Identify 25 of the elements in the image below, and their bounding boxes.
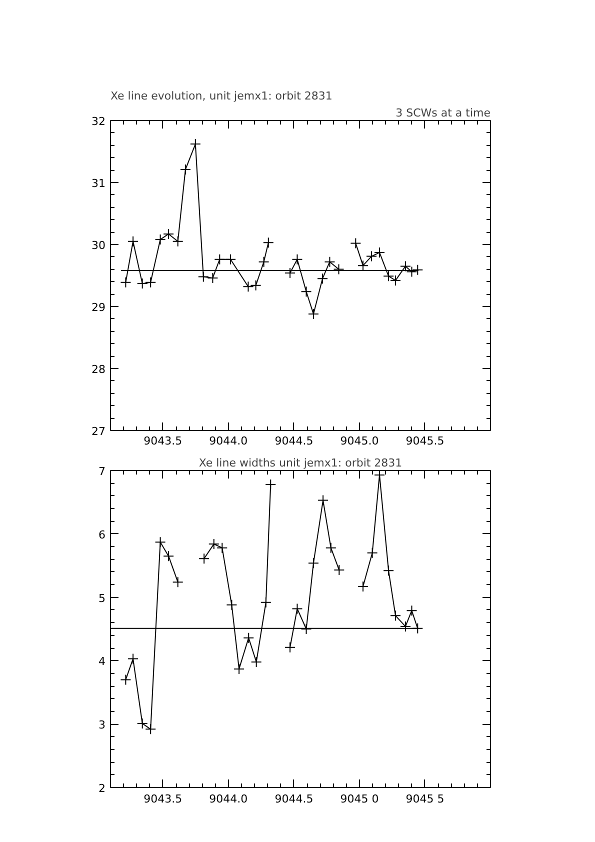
y-tick-label: 6 [98,528,106,542]
x-tick-label: 9044.5 [274,434,314,448]
y-tick-label: 7 [98,465,106,478]
x-tick-label: 9044.5 [274,792,314,806]
x-tick-label: 9045.0 [340,434,379,448]
x-tick-label: 9044.0 [209,434,248,448]
chart-subtitle: 3 SCWs at a time [396,106,491,120]
y-tick-label: 32 [92,115,106,128]
y-tick-label: 3 [98,718,106,732]
y-tick-label: 4 [98,655,106,668]
y-tick-label: 2 [98,782,106,795]
y-tick-label: 27 [92,425,106,438]
x-tick-label: 9045 5 [406,792,444,806]
x-tick-label: 9044.0 [209,792,248,806]
chart-title: Xe line widths unit jemx1: orbit 2831 [198,456,402,470]
y-tick-label: 30 [92,239,106,252]
y-tick-label: 5 [98,592,106,605]
y-tick-label: 29 [92,301,106,314]
x-tick-label: 9045 0 [340,792,379,806]
x-tick-label: 9045.5 [406,434,444,448]
y-tick-label: 28 [92,363,106,376]
y-tick-label: 31 [92,177,106,190]
x-tick-label: 9043.5 [144,792,182,806]
x-tick-label: 9043.5 [144,434,182,448]
chart-title: Xe line evolution, unit jemx1: orbit 2831 [110,90,332,102]
